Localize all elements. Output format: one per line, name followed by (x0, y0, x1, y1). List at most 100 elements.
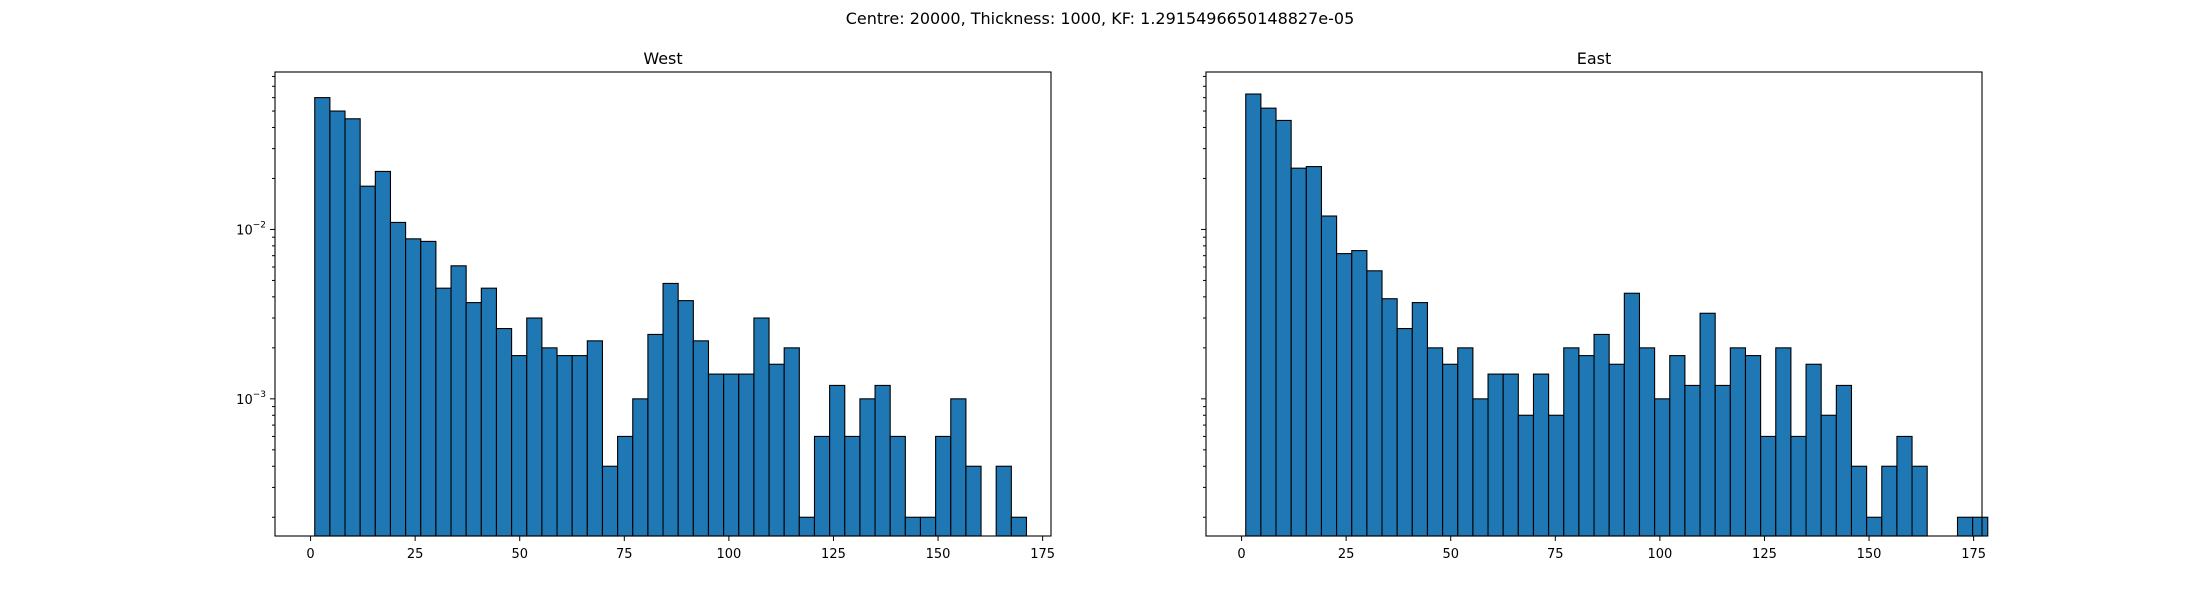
east-bar (1275, 119, 1292, 537)
east-bar (1290, 167, 1307, 537)
west-bar (314, 97, 331, 537)
east-bar (1351, 250, 1368, 537)
west-y-ticks: 10−2 10−3 (236, 75, 275, 518)
west-bar (511, 355, 528, 537)
east-bar (1729, 347, 1747, 537)
east-bar (1457, 347, 1474, 537)
west-y-tick-label: 10−3 (236, 390, 266, 408)
east-bar (1623, 292, 1641, 537)
east-x-tick-label: 50 (1442, 547, 1459, 562)
east-bar (1760, 435, 1777, 537)
east-bar (1593, 333, 1610, 537)
east-x-tick-label: 100 (1647, 547, 1672, 562)
east-bar (1245, 93, 1262, 537)
east-bar (1744, 355, 1762, 537)
east-bar (1411, 302, 1429, 537)
west-bar (707, 373, 725, 537)
east-x-tick-label: 0 (1237, 547, 1245, 562)
west-x-tick-label: 100 (716, 547, 741, 562)
west-bar (950, 398, 967, 537)
west-x-tick-label: 150 (926, 547, 951, 562)
east-x-tick-label: 25 (1338, 547, 1355, 562)
west-bar (965, 465, 982, 537)
west-bar (465, 302, 482, 537)
east-bars (1245, 93, 1989, 537)
east-bar (1578, 355, 1595, 537)
west-bar (738, 373, 755, 537)
west-bar (1010, 516, 1028, 537)
west-x-tick-label: 0 (306, 547, 314, 562)
west-bar (541, 347, 558, 537)
east-bar (1548, 414, 1565, 537)
west-bar (723, 373, 740, 537)
east-x-ticks: 0 25 50 75 100 125 150 175 (1237, 536, 1986, 562)
west-bar (829, 384, 846, 537)
east-bar (1896, 435, 1913, 537)
east-bar (1442, 363, 1459, 537)
east-x-tick-label: 175 (1961, 547, 1986, 562)
west-bar (526, 317, 543, 537)
figure-suptitle: Centre: 20000, Thickness: 1000, KF: 1.29… (846, 9, 1355, 28)
east-bar (1638, 347, 1656, 537)
east-x-tick-label: 75 (1547, 547, 1564, 562)
east-bar (1320, 215, 1338, 537)
west-bar (586, 340, 604, 537)
east-bar (1699, 312, 1716, 537)
west-x-ticks: 0 25 50 75 100 125 150 175 (306, 536, 1055, 562)
east-bar (1336, 253, 1353, 537)
west-x-tick-label: 125 (821, 547, 846, 562)
east-bar (1426, 347, 1444, 537)
west-bar (495, 327, 513, 537)
west-bar (798, 516, 816, 537)
west-bar (844, 435, 861, 537)
east-bar (1381, 298, 1398, 537)
east-bar (1608, 363, 1625, 537)
east-bar (1805, 363, 1822, 537)
east-bar (1684, 384, 1701, 537)
west-bar (389, 221, 407, 537)
east-bar (1502, 373, 1519, 537)
west-bar (435, 287, 452, 537)
east-bar (1790, 435, 1807, 537)
west-bar (995, 465, 1012, 537)
east-y-ticks (1201, 75, 1206, 518)
west-bar (768, 363, 785, 537)
west-bar (450, 265, 467, 537)
west-bar (859, 398, 876, 537)
west-bars (314, 97, 1028, 537)
east-axes-frame (1205, 71, 1983, 537)
west-bar (677, 300, 694, 537)
east-bar (1366, 270, 1383, 537)
west-bar (692, 340, 710, 537)
east-bar (1532, 373, 1550, 537)
east-bar (1956, 516, 1974, 537)
east-bar (1714, 384, 1731, 537)
west-x-tick-label: 25 (407, 547, 424, 562)
west-bar (647, 333, 664, 537)
east-x-tick-label: 125 (1752, 547, 1777, 562)
east-bar (1835, 384, 1853, 537)
west-bar (601, 465, 619, 537)
west-y-tick-label: 10−2 (236, 220, 266, 238)
west-axes: West 10−2 10−3 0 25 50 75 100 125 150 175 (236, 49, 1055, 562)
east-bar (1563, 347, 1580, 537)
east-axes-title: East (1577, 49, 1612, 68)
west-bar (556, 355, 573, 537)
west-bar (359, 185, 376, 537)
west-bar (662, 282, 679, 537)
west-bar (632, 398, 649, 537)
west-bar (405, 238, 422, 537)
west-x-tick-label: 75 (616, 547, 633, 562)
east-bar (1850, 465, 1868, 537)
east-axes: East 0 25 50 75 100 125 150 175 (1201, 49, 1989, 562)
west-bar (571, 355, 588, 537)
east-bar (1775, 347, 1792, 537)
west-axes-title: West (643, 49, 682, 68)
west-bar (329, 110, 346, 537)
west-bar (904, 516, 922, 537)
west-bar (783, 347, 800, 537)
west-bar (889, 435, 906, 537)
west-bar (420, 240, 437, 537)
west-bar (344, 118, 361, 537)
